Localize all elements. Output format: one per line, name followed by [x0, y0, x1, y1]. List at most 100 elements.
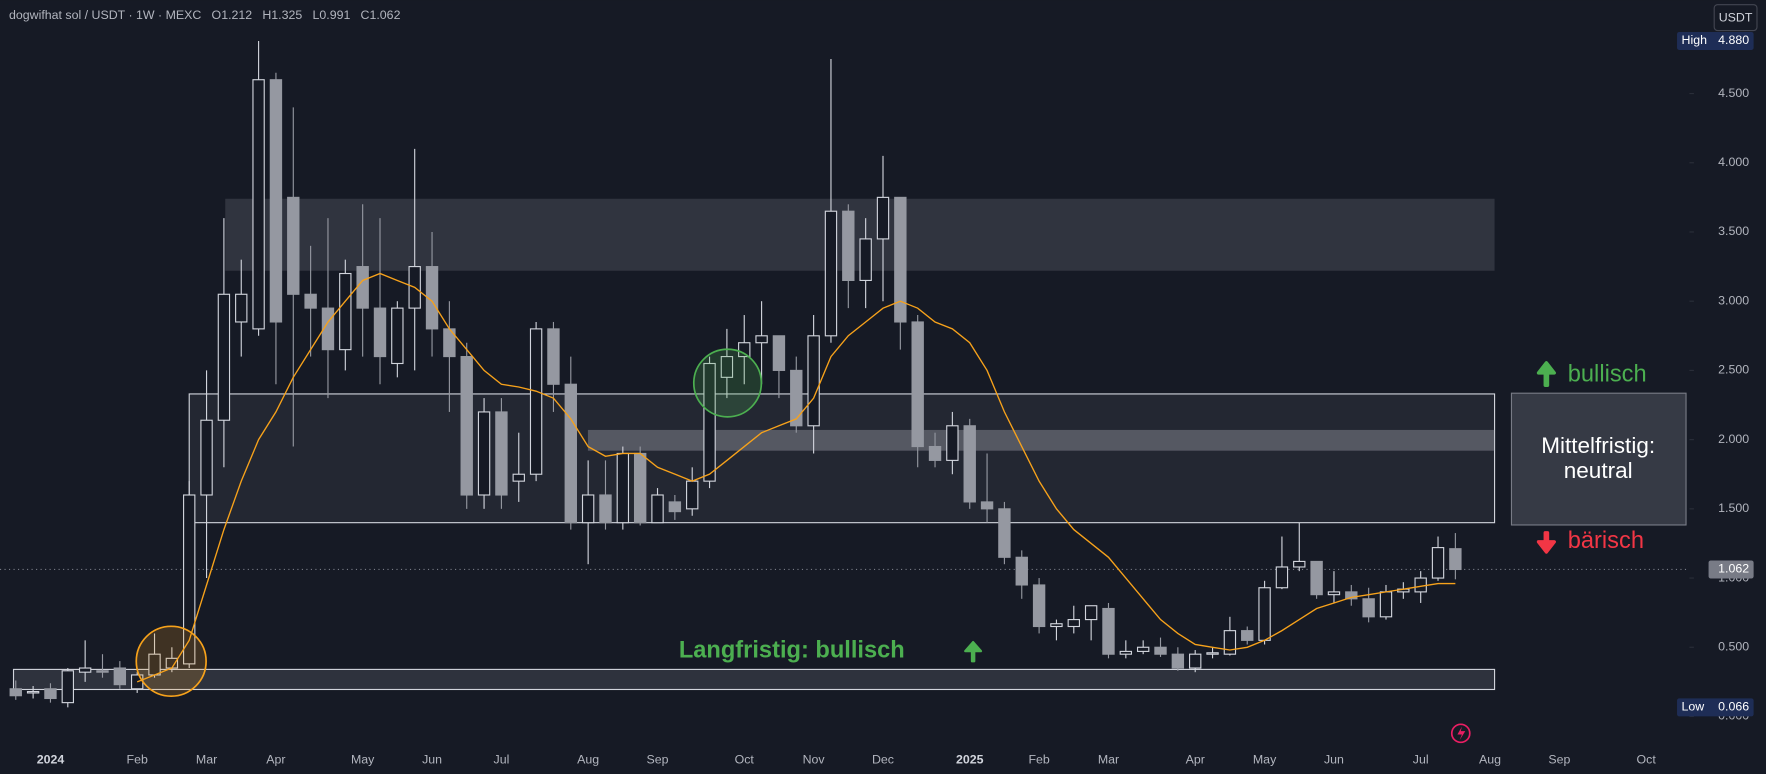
neutral-label: neutral	[1564, 458, 1633, 483]
candle-body	[616, 452, 630, 524]
x-tick-label: Sep	[647, 753, 669, 767]
candle-body	[1102, 607, 1115, 655]
candle-body	[1241, 630, 1254, 641]
y-tick-label: 4.000	[1718, 155, 1749, 169]
currency-button[interactable]: USDT	[1719, 10, 1753, 24]
candle-body	[391, 307, 404, 365]
x-tick-label: Oct	[735, 753, 755, 767]
x-tick-label: May	[351, 753, 375, 767]
candle-body	[1362, 598, 1375, 618]
candle-body	[495, 411, 508, 496]
ohlc-key: L	[312, 8, 319, 22]
zone	[188, 393, 1496, 524]
candle-body	[1084, 605, 1098, 621]
candle-body	[1414, 577, 1427, 593]
candle-body	[738, 342, 751, 358]
candle-body	[547, 328, 560, 385]
candle-body	[1032, 584, 1046, 628]
ohlc-value: 0.991	[319, 8, 350, 22]
plot	[0, 40, 1690, 708]
y-tick-label: 2.500	[1718, 363, 1749, 377]
candle-body	[755, 335, 768, 344]
x-tick-label: Nov	[803, 753, 826, 767]
candle-body	[1293, 560, 1306, 568]
candle-body	[1136, 646, 1150, 652]
candle-body	[703, 362, 716, 482]
candle-body	[1119, 650, 1133, 655]
y-tick-label: 4.500	[1718, 86, 1749, 100]
candle-body	[1379, 591, 1393, 618]
bearish-label: bärisch	[1568, 528, 1644, 554]
ohlc-value: 1.062	[369, 8, 400, 22]
x-tick-label: 2025	[956, 753, 984, 767]
last-price-box	[1708, 560, 1754, 579]
moving-average	[136, 272, 1456, 683]
candle-body	[477, 411, 491, 496]
candle-body	[963, 425, 976, 503]
up-arrow	[964, 640, 983, 663]
x-tick-label: Jul	[494, 753, 510, 767]
candle-body	[269, 79, 283, 323]
candle-body	[824, 210, 838, 337]
candle-body	[321, 307, 335, 351]
symbol: dogwifhat sol / USDT · 1W · MEXC	[9, 8, 201, 22]
candle-body	[564, 383, 577, 524]
candle-body	[512, 473, 525, 482]
long-term-label: Langfristig: bullisch	[679, 637, 905, 663]
candle-body	[460, 356, 473, 496]
bullish-label: bullisch	[1568, 361, 1647, 387]
candle-body	[304, 293, 317, 309]
candle-body	[252, 79, 265, 330]
high-marker-name: High	[1682, 33, 1708, 47]
candle-body	[1275, 566, 1289, 589]
zone	[587, 429, 1495, 451]
y-tick-label: 1.500	[1718, 501, 1749, 515]
candle-body	[581, 494, 595, 524]
candle-body	[1223, 630, 1237, 655]
last-price-value: 1.062	[1718, 562, 1749, 576]
neutral-label: Mittelfristig:	[1541, 433, 1655, 458]
candle-body	[651, 494, 664, 524]
candle-body	[113, 667, 127, 686]
currency-button-bg[interactable]	[1713, 4, 1758, 32]
low-marker-value: 0.066	[1718, 700, 1749, 714]
ohlc-key: H	[262, 8, 271, 22]
candle-body	[1050, 623, 1063, 628]
candle-body	[1189, 653, 1202, 669]
candle-body	[1067, 619, 1080, 628]
candle-body	[928, 445, 942, 461]
candle-body	[529, 328, 543, 475]
neutral-box	[1510, 392, 1687, 526]
candle-body	[599, 494, 612, 524]
candle-body	[980, 501, 994, 510]
candle-body	[183, 494, 196, 665]
up-arrow	[1536, 361, 1556, 387]
high-marker-value: 4.880	[1718, 33, 1749, 47]
candle-body	[911, 321, 924, 448]
event-icon[interactable]	[1450, 723, 1471, 744]
candle-body	[668, 501, 682, 513]
candle-body	[842, 210, 855, 281]
candle-body	[1206, 652, 1219, 655]
candle-body	[894, 196, 907, 323]
x-tick-label: Apr	[266, 753, 285, 767]
candle-body	[876, 196, 890, 240]
x-tick-label: Feb	[127, 753, 148, 767]
x-tick-label: Sep	[1548, 753, 1570, 767]
candle-body	[1171, 653, 1185, 669]
x-tick-label: Apr	[1186, 753, 1205, 767]
candle-body	[686, 480, 699, 510]
candle-body	[26, 690, 40, 694]
x-tick-label: Aug	[577, 753, 599, 767]
candle-body	[44, 688, 57, 700]
ohlc-key: C	[361, 8, 370, 22]
x-tick-label: Mar	[196, 753, 217, 767]
candle-body	[1431, 547, 1445, 579]
candle-body	[1258, 587, 1271, 641]
ohlc-value: 1.212	[221, 8, 252, 22]
candle-body	[998, 508, 1011, 558]
down-arrow	[1536, 531, 1556, 554]
x-tick-label: Mar	[1098, 753, 1119, 767]
x-tick-label: Oct	[1637, 753, 1657, 767]
